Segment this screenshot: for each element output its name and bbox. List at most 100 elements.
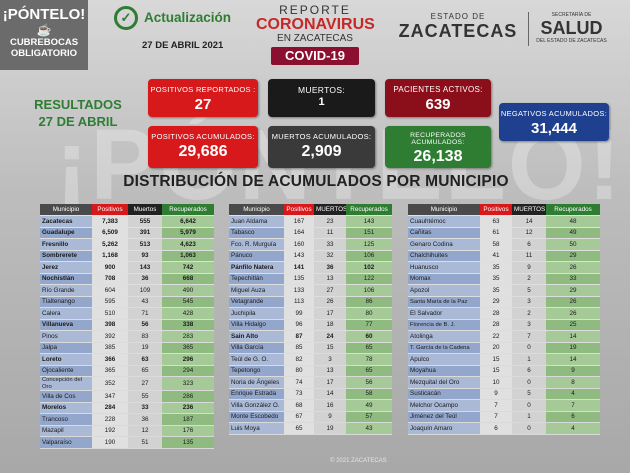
cell-recuperados: 428	[162, 307, 214, 320]
col-header-positivos: Positivos	[284, 204, 314, 216]
table-row: Apozol 35 5 29	[408, 284, 600, 297]
cell-muertos: 17	[314, 307, 346, 320]
cell-recuperados: 14	[546, 330, 600, 343]
table-row: Zacatecas 7,383 555 6,642	[40, 215, 214, 228]
table-row: Trancoso 228 36 187	[40, 413, 214, 426]
cell-muertos: 9	[314, 411, 346, 423]
cell-positivos: 10	[480, 376, 512, 389]
col-header-municipio: Municipio	[40, 204, 92, 216]
cell-muertos: 24	[314, 330, 346, 343]
cell-muertos: 32	[314, 250, 346, 262]
cell-positivos: 7	[480, 411, 512, 423]
table-row: Santa María de la Paz 29 3 26	[408, 296, 600, 308]
table-row: Tlaltenango 595 43 545	[40, 296, 214, 308]
cell-positivos: 192	[92, 425, 128, 437]
cell-muertos: 391	[128, 227, 162, 239]
cell-positivos: 113	[284, 296, 314, 308]
cell-muertos: 6	[512, 365, 546, 377]
table-row: Nochistlán 708 36 668	[40, 273, 214, 285]
cell-municipio: Monte Escobedo	[229, 411, 284, 423]
cell-muertos: 36	[128, 273, 162, 285]
cell-recuperados: 48	[546, 215, 600, 228]
cell-muertos: 0	[512, 376, 546, 389]
check-icon: ✓	[114, 6, 138, 30]
stat-muertos: MUERTOS: 1	[268, 79, 375, 117]
cell-muertos: 18	[314, 319, 346, 331]
cell-muertos: 1	[512, 411, 546, 423]
table-row: Villanueva 398 56 338	[40, 319, 214, 331]
cell-positivos: 35	[480, 273, 512, 285]
cell-municipio: Luis Moya	[229, 422, 284, 435]
cell-positivos: 68	[284, 399, 314, 412]
cell-muertos: 27	[128, 376, 162, 391]
cell-municipio: Zacatecas	[40, 215, 92, 228]
cell-recuperados: 65	[346, 342, 392, 354]
municipality-table-2: Municipio Positivos MUERTOS Recuperados …	[229, 204, 392, 435]
cell-positivos: 96	[284, 319, 314, 331]
table-row: Moyahua 15 6 9	[408, 365, 600, 377]
cell-recuperados: 6,642	[162, 215, 214, 228]
cell-recuperados: 56	[346, 376, 392, 389]
cell-muertos: 0	[512, 422, 546, 435]
cell-municipio: Miguel Auza	[229, 284, 284, 297]
cell-recuperados: 135	[162, 436, 214, 449]
cell-muertos: 3	[512, 296, 546, 308]
cell-recuperados: 29	[546, 284, 600, 297]
table-row: Tabasco 164 11 151	[229, 227, 392, 239]
cell-recuperados: 106	[346, 284, 392, 297]
stat-negativos-acumulados: NEGATIVOS ACUMULADOS: 31,444	[499, 103, 609, 141]
cell-positivos: 35	[480, 284, 512, 297]
col-header-muertos: MUERTOS	[512, 204, 546, 216]
results-line1: RESULTADOS	[34, 97, 122, 112]
cell-recuperados: 125	[346, 238, 392, 251]
table-row: Sombrerete 1,168 93 1,063	[40, 250, 214, 262]
footer-credit: © 2021 ZACATECAS	[330, 458, 387, 464]
cell-positivos: 82	[284, 353, 314, 366]
cell-recuperados: 151	[346, 227, 392, 239]
cell-muertos: 93	[128, 250, 162, 262]
state-logo: ESTADO DE ZACATECAS	[395, 12, 521, 44]
cell-municipio: Apozol	[408, 284, 480, 297]
cell-muertos: 36	[128, 413, 162, 426]
cell-positivos: 352	[92, 376, 128, 391]
cell-municipio: Trancoso	[40, 413, 92, 426]
stat-value: 1	[318, 96, 325, 108]
cell-recuperados: 7	[546, 399, 600, 412]
cell-positivos: 63	[480, 215, 512, 228]
cell-municipio: Villa de Cos	[40, 390, 92, 403]
table-row: Juan Aldama 167 23 143	[229, 215, 392, 228]
cell-municipio: Calera	[40, 307, 92, 320]
stat-label: MUERTOS ACUMULADOS:	[271, 132, 372, 141]
cell-municipio: Jiménez del Teúl	[408, 411, 480, 423]
cell-recuperados: 490	[162, 284, 214, 297]
cell-municipio: El Salvador	[408, 307, 480, 320]
table-row: Cuauhtémoc 63 14 48	[408, 215, 600, 228]
cell-muertos: 83	[128, 330, 162, 343]
cell-recuperados: 26	[546, 261, 600, 274]
pontelo-sub1: CUBREBOCAS	[9, 37, 79, 48]
cell-muertos: 5	[512, 284, 546, 297]
salud-logo: SECRETARÍA DE SALUD DEL ESTADO DE ZACATE…	[528, 12, 614, 46]
cell-recuperados: 9	[546, 365, 600, 377]
col-header-positivos: Positivos	[92, 204, 128, 216]
cell-muertos: 513	[128, 238, 162, 251]
cell-muertos: 23	[314, 215, 346, 228]
table-row: Joaquín Amaro 6 0 4	[408, 422, 600, 435]
table-row: Susticacán 9 5 4	[408, 388, 600, 400]
stat-muertos-acumulados: MUERTOS ACUMULADOS: 2,909	[268, 126, 375, 168]
cell-positivos: 900	[92, 261, 128, 274]
report-logo: REPORTE CORONAVIRUS EN ZACATECAS COVID-1…	[256, 3, 375, 73]
cell-recuperados: 176	[162, 425, 214, 437]
cell-muertos: 19	[128, 342, 162, 354]
cell-muertos: 56	[128, 319, 162, 331]
cell-positivos: 7,383	[92, 215, 128, 228]
cell-recuperados: 668	[162, 273, 214, 285]
table-row: Villa Hidalgo 96 18 77	[229, 319, 392, 331]
cell-municipio: Mazapil	[40, 425, 92, 437]
cell-recuperados: 26	[546, 307, 600, 320]
cell-positivos: 143	[284, 250, 314, 262]
results-line2: 27 DE ABRIL	[38, 114, 118, 129]
table-row: Villa de Cos 347 55 286	[40, 390, 214, 403]
cell-positivos: 28	[480, 307, 512, 320]
cell-recuperados: 80	[346, 307, 392, 320]
